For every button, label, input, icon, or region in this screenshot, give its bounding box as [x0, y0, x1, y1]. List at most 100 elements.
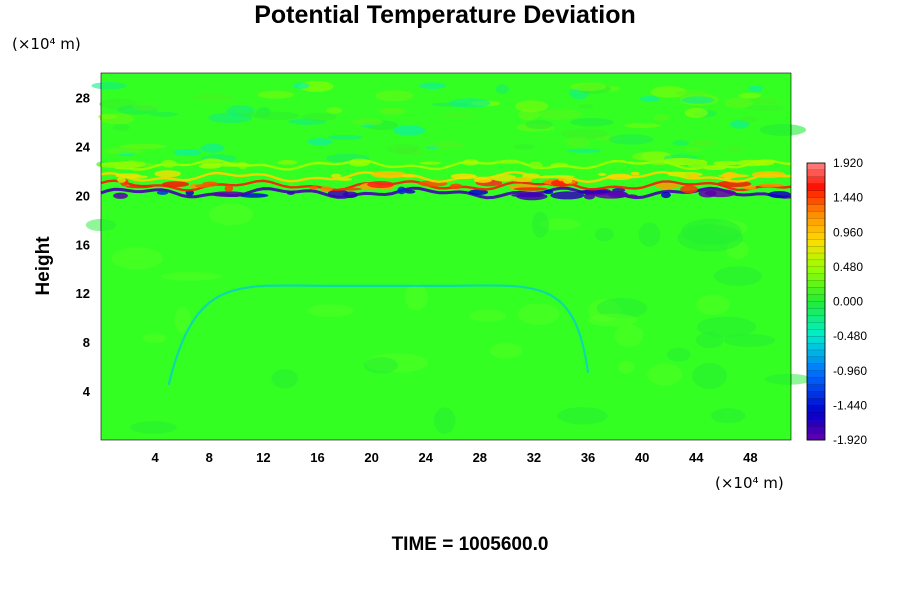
field-patch [142, 333, 167, 343]
band-blotch [716, 180, 752, 188]
wave-patch [759, 124, 807, 136]
wave-patch [99, 113, 135, 125]
x-tick-label: 40 [635, 450, 649, 465]
y-axis: 4 8 12 16 20 24 28 [76, 90, 91, 399]
band-blotch [598, 172, 607, 176]
y-unit-label: (×10⁴ m) [12, 35, 81, 53]
band-blotch [367, 180, 395, 189]
colorbar-swatch [806, 405, 826, 413]
wave-patch [744, 105, 786, 111]
colorbar-swatch [806, 246, 826, 254]
wave-patch [192, 93, 235, 102]
field-patch [174, 306, 191, 334]
y-tick-label: 4 [83, 384, 91, 399]
band-blotch [397, 186, 406, 195]
band-blotch [239, 193, 269, 198]
band-blotch [490, 174, 517, 182]
band-blotch [528, 161, 543, 170]
wave-patch [307, 137, 333, 146]
field-layer [85, 80, 813, 434]
band-blotch [338, 187, 362, 191]
field-patch [647, 363, 682, 386]
band-blotch [214, 162, 250, 167]
colorbar-swatch [806, 225, 826, 233]
wave-patch [748, 85, 763, 92]
wave-patch [375, 90, 414, 102]
wave-patch [419, 82, 447, 89]
wave-patch [91, 82, 127, 90]
colorbar-swatch [806, 329, 826, 337]
wave-patch [726, 144, 744, 153]
band-blotch [655, 182, 680, 190]
wave-patch [173, 148, 203, 156]
field-patch [677, 224, 744, 252]
wave-patch [672, 140, 689, 146]
field-patch [531, 211, 550, 238]
y-tick-label: 20 [76, 188, 90, 203]
x-tick-label: 20 [364, 450, 378, 465]
field-patch [271, 369, 298, 389]
wave-patch [119, 143, 167, 150]
band-blotch [461, 159, 479, 166]
band-blotch [210, 191, 247, 197]
wave-patch [652, 114, 670, 122]
colorbar-swatch [806, 356, 826, 365]
colorbar-swatch [806, 287, 826, 295]
field-patch [404, 283, 428, 311]
colorbar-swatch [806, 176, 826, 185]
band-blotch [630, 171, 640, 176]
colorbar-tick-label: 0.000 [833, 295, 863, 309]
band-blotch [113, 192, 128, 199]
x-tick-label: 36 [581, 450, 595, 465]
band-blotch [698, 189, 717, 198]
band-blotch [156, 190, 169, 195]
wave-patch [326, 107, 343, 114]
field-patch [614, 324, 643, 347]
band-blotch [758, 183, 784, 188]
wave-patch [200, 143, 225, 153]
field-patch [433, 407, 456, 434]
colorbar-swatch [806, 391, 826, 399]
field-patch [538, 218, 581, 230]
wave-patch [566, 148, 602, 153]
field-patch [596, 297, 648, 319]
wave-patch [112, 124, 131, 131]
colorbar-swatch [806, 294, 826, 302]
time-label: TIME = 1005600.0 [392, 534, 549, 555]
colorbar-swatch [806, 308, 826, 316]
wave-patch [641, 151, 672, 162]
wave-patch [253, 111, 300, 121]
x-tick-label: 28 [473, 450, 487, 465]
band-blotch [449, 183, 463, 190]
x-tick-label: 16 [310, 450, 324, 465]
colorbar: 1.920 1.440 0.960 0.480 0.000 -0.480 -0.960 -1.… [806, 156, 867, 447]
x-tick-label: 4 [152, 450, 160, 465]
colorbar-tick-label: -1.440 [833, 398, 867, 412]
x-tick-label: 32 [527, 450, 541, 465]
band-blotch [112, 161, 142, 169]
colorbar-swatch [806, 218, 826, 226]
wave-patch [748, 97, 782, 105]
wave-patch [132, 102, 160, 112]
band-blotch [713, 160, 741, 166]
colorbar-tick-label: 0.960 [833, 225, 863, 239]
wave-patch [437, 113, 475, 119]
wave-patch [257, 90, 294, 99]
field-patch [692, 363, 727, 389]
y-tick-label: 8 [83, 335, 90, 350]
colorbar-swatch [806, 349, 826, 358]
colorbar-tick-label: -0.960 [833, 364, 867, 378]
field-patch [711, 408, 746, 424]
band-blotch [224, 185, 234, 192]
band-blotch [194, 184, 211, 188]
field-patch [208, 203, 253, 226]
field-patch [469, 309, 507, 322]
field-patch [307, 304, 354, 318]
wave-patch [570, 117, 614, 127]
field-patch [695, 332, 724, 349]
wave-patch [690, 139, 718, 147]
colorbar-swatch [806, 370, 826, 379]
field-patch [587, 313, 638, 327]
colorbar-swatch [806, 190, 826, 198]
colorbar-swatch [806, 162, 826, 171]
